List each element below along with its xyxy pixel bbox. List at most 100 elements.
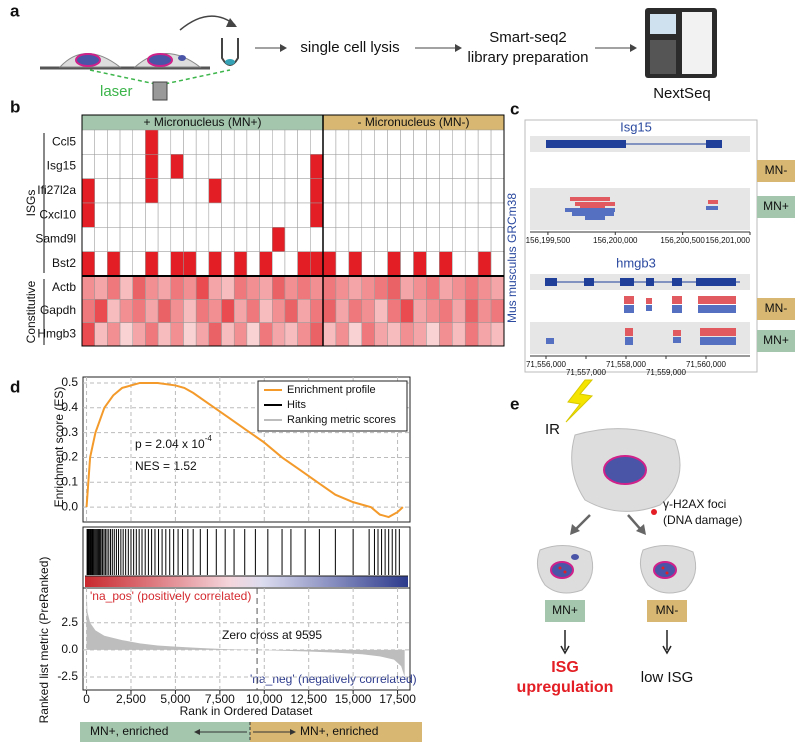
heatmap-cell [322, 275, 337, 300]
heatmap-cell [132, 251, 146, 277]
panel-label: b [10, 97, 20, 116]
heatmap-cell [387, 178, 401, 204]
heatmap-cell [94, 202, 108, 228]
heatmap-cell [119, 154, 133, 179]
group-header [82, 115, 323, 130]
heatmap-cell [94, 299, 108, 323]
heatmap-cell [170, 178, 184, 204]
gene-label: Cxcl10 [39, 207, 76, 221]
heatmap-cell [426, 178, 440, 204]
y-axis-label: Ranked list metric (PreRanked) [37, 557, 51, 724]
heatmap-cell [297, 299, 311, 323]
heatmap-cell [221, 322, 235, 347]
heatmap-cell [221, 251, 235, 277]
heatmap-cell [246, 227, 260, 252]
heatmap-cell [361, 202, 375, 228]
heatmap-cell [426, 322, 440, 347]
heatmap-cell [490, 154, 505, 179]
heatmap-cell [374, 129, 388, 155]
heatmap-cell [145, 178, 159, 204]
heatmap-cell [246, 178, 260, 204]
heatmap-cell [94, 178, 108, 204]
gene-label: Isg15 [47, 159, 77, 173]
heatmap-cell [284, 178, 298, 204]
heatmap-cell [119, 322, 133, 347]
heatmap-cell [452, 299, 466, 323]
heatmap-cell [107, 154, 121, 179]
heatmap-cell [464, 275, 479, 300]
heatmap-cell [145, 202, 159, 228]
y-tick-label: -2.5 [57, 669, 78, 683]
x-tick-label: 0 [83, 692, 90, 706]
heatmap-cell [297, 275, 311, 300]
heatmap-cell [361, 154, 375, 179]
heatmap-cell [195, 129, 210, 155]
heatmap-cell [145, 154, 159, 179]
heatmap-cell [195, 227, 210, 252]
x-tick-label: 7,500 [205, 692, 235, 706]
heatmap-cell [272, 275, 286, 300]
y-tick-label: 0.0 [61, 499, 78, 513]
heatmap-cell [297, 227, 311, 252]
heatmap-cell [348, 202, 363, 228]
heatmap-cell [157, 154, 172, 179]
heatmap-cell [284, 154, 298, 179]
heatmap-cell [195, 154, 210, 179]
heatmap-cell [335, 299, 350, 323]
heatmap-cell [157, 178, 172, 204]
heatmap-cell [361, 178, 375, 204]
heatmap-cell [464, 178, 479, 204]
heatmap-cell [259, 129, 273, 155]
heatmap-cell [170, 154, 184, 179]
heatmap-cell [452, 227, 466, 252]
heatmap-cell [413, 275, 427, 300]
panel-label: e [510, 394, 519, 413]
tick-label: 71,557,000 [566, 368, 607, 377]
heatmap-cell [439, 275, 453, 300]
tick-label: 71,559,000 [646, 368, 687, 377]
heatmap-cell [208, 227, 222, 252]
heatmap-cell [157, 299, 172, 323]
gene-label: Bst2 [52, 256, 76, 270]
heatmap-cell [272, 178, 286, 204]
heatmap-cell [145, 322, 159, 347]
heatmap-cell [439, 322, 453, 347]
heatmap-cell [221, 202, 235, 228]
x-tick-label: 5,000 [160, 692, 190, 706]
heatmap-cell [107, 129, 121, 155]
heatmap-cell [107, 299, 121, 323]
heatmap-cell [348, 275, 363, 300]
heatmap-cell [322, 154, 337, 179]
heatmap-cell [464, 129, 479, 155]
tick-label: 156,200,000 [593, 236, 638, 245]
p-value-exp: -4 [205, 434, 213, 443]
heatmap-cell [157, 129, 172, 155]
heatmap-cell [221, 299, 235, 323]
heatmap-cell [439, 202, 453, 228]
gene-label: Samd9l [35, 232, 76, 246]
heatmap-cell [400, 299, 414, 323]
heatmap-cell [310, 251, 324, 277]
heatmap-cell [81, 154, 95, 179]
heatmap-cell [233, 202, 248, 228]
heatmap-cell [81, 178, 95, 204]
heatmap-cell [413, 129, 427, 155]
heatmap-cell [310, 227, 324, 252]
heatmap-cell [107, 227, 121, 252]
heatmap-cell [157, 251, 172, 277]
heatmap-cell [413, 154, 427, 179]
heatmap-cell [94, 275, 108, 300]
heatmap-cell [221, 178, 235, 204]
heatmap-cell [157, 227, 172, 252]
heatmap-cell [413, 178, 427, 204]
enrichment-profile [85, 381, 404, 519]
heatmap-cell [464, 322, 479, 347]
heatmap-cell [361, 227, 375, 252]
heatmap-cell [259, 227, 273, 252]
x-axis-label: Rank in Ordered Dataset [180, 704, 313, 718]
heatmap-cell [170, 299, 184, 323]
heatmap-cell [208, 129, 222, 155]
heatmap-cell [221, 227, 235, 252]
foci-label: γ-H2AX foci [663, 497, 726, 511]
